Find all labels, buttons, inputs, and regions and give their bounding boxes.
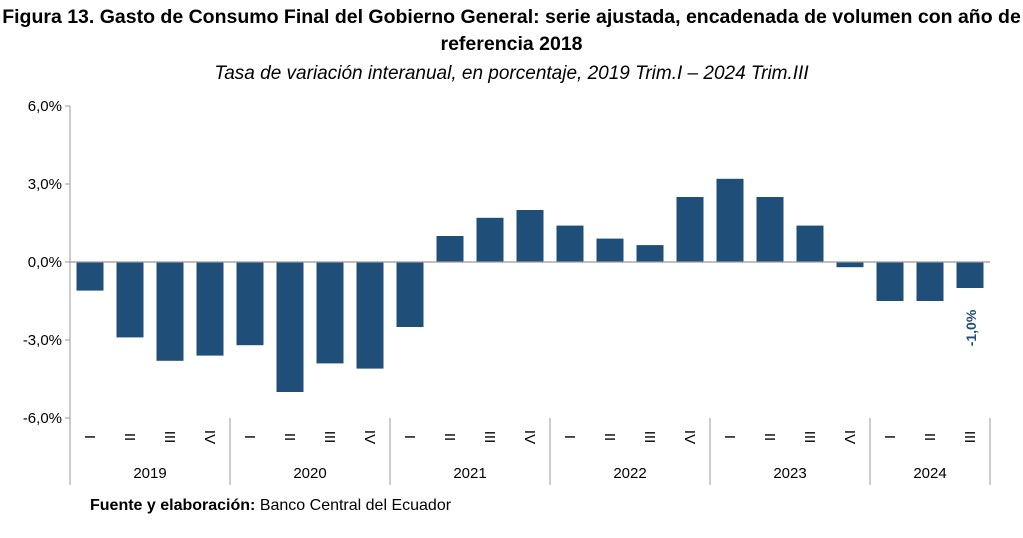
y-tick-label: 3,0% [28, 176, 62, 193]
y-tick-label: 6,0% [28, 98, 62, 115]
quarter-label: III [961, 431, 978, 444]
quarter-label: III [321, 431, 338, 444]
bar [956, 262, 984, 288]
bar [556, 225, 584, 262]
quarter-label: IV [521, 430, 538, 444]
bar [636, 245, 664, 262]
bar [836, 262, 864, 268]
quarter-label: IV [841, 430, 858, 444]
y-tick-label: -6,0% [23, 410, 62, 427]
quarter-label: I [241, 435, 258, 439]
bar [596, 238, 624, 262]
bar [196, 262, 224, 356]
quarter-label: II [441, 433, 458, 441]
year-label: 2022 [613, 465, 646, 482]
bar [436, 236, 464, 262]
quarter-label: I [561, 435, 578, 439]
y-tick-label: -3,0% [23, 332, 62, 349]
quarter-label: III [641, 431, 658, 444]
year-label: 2019 [133, 465, 166, 482]
quarter-label: IV [361, 430, 378, 444]
quarter-label: III [481, 431, 498, 444]
bar [756, 197, 784, 262]
year-label: 2024 [913, 465, 946, 482]
bar [676, 197, 704, 262]
bar [76, 262, 104, 291]
bar [236, 262, 264, 346]
bar [476, 217, 504, 262]
bar [356, 262, 384, 369]
year-label: 2023 [773, 465, 806, 482]
bar [796, 225, 824, 262]
quarter-label: IV [681, 430, 698, 444]
quarter-label: II [281, 433, 298, 441]
year-label: 2020 [293, 465, 326, 482]
bar [316, 262, 344, 364]
quarter-label: IV [201, 430, 218, 444]
source-label: Fuente y elaboración: [90, 497, 256, 514]
chart-title: Figura 13. Gasto de Consumo Final del Go… [2, 6, 1021, 55]
quarter-label: II [921, 433, 938, 441]
bar [276, 262, 304, 392]
year-label: 2021 [453, 465, 486, 482]
source-text: Banco Central del Ecuador [255, 497, 452, 514]
bar [396, 262, 424, 327]
quarter-label: I [881, 435, 898, 439]
bar [916, 262, 944, 301]
bar [116, 262, 144, 338]
data-label: -1,0% [963, 309, 979, 346]
quarter-label: I [401, 435, 418, 439]
quarter-label: III [801, 431, 818, 444]
bar [876, 262, 904, 301]
quarter-label: II [601, 433, 618, 441]
bar [156, 262, 184, 361]
source-note: Fuente y elaboración: Banco Central del … [90, 497, 451, 515]
quarter-label: II [121, 433, 138, 441]
quarter-label: I [81, 435, 98, 439]
y-tick-label: 0,0% [28, 254, 62, 271]
bar [516, 210, 544, 262]
quarter-label: II [761, 433, 778, 441]
bar [716, 178, 744, 262]
quarter-label: III [161, 431, 178, 444]
chart-subtitle: Tasa de variación interanual, en porcent… [214, 63, 809, 84]
quarter-label: I [721, 435, 738, 439]
